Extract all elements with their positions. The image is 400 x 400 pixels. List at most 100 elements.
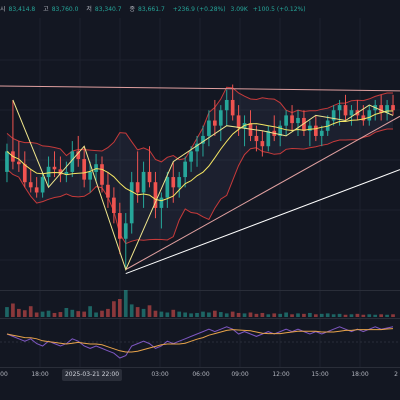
volume-bar: [308, 312, 312, 317]
bollinger-lower-line: [6, 128, 393, 245]
trendline-support: [125, 115, 400, 271]
candle-body: [183, 161, 187, 178]
info-open: 시 83,414.8: [0, 6, 36, 13]
trendline-lower: [125, 169, 400, 275]
ohlc-info-bar: 시 83,414.8 고 83,760.0 저 83,340.7 종 83,661.7 …: [0, 4, 309, 16]
candle-body: [76, 151, 81, 160]
volume-bar: [361, 314, 366, 317]
volume-bar: [58, 312, 63, 317]
volume-bar: [100, 310, 104, 317]
candle-body: [165, 177, 170, 198]
volume-bar: [76, 311, 81, 317]
candle-body: [5, 151, 9, 172]
volume-bar: [153, 310, 158, 317]
candle-body: [379, 105, 383, 113]
candle-body: [361, 115, 366, 121]
candle-body: [260, 141, 265, 147]
volume-bar: [201, 311, 205, 317]
volume-bar: [242, 313, 247, 317]
info-close: 종 83,661.7: [129, 6, 165, 13]
volume-bar: [207, 312, 211, 317]
volume-bar: [343, 314, 348, 317]
candle-body: [230, 99, 235, 116]
volume-bar: [319, 313, 324, 317]
candle-body: [171, 177, 176, 188]
candle-body: [88, 171, 92, 180]
time-tick: 18:00: [31, 371, 49, 378]
candle-body: [308, 125, 312, 131]
candle-body: [343, 105, 348, 116]
volume-bar: [284, 312, 288, 317]
candle-body: [117, 213, 122, 239]
candle-body: [70, 151, 75, 172]
volume-bar: [82, 311, 87, 317]
volume-bar: [302, 313, 306, 317]
volume-bar: [379, 314, 383, 317]
trendlines: [0, 85, 400, 275]
candle-body: [319, 130, 324, 136]
volume-bar: [40, 311, 45, 317]
candle-body: [147, 171, 152, 183]
candle-body: [201, 135, 205, 144]
candle-body: [385, 105, 389, 113]
candle-body: [254, 135, 259, 142]
volume-bar: [290, 314, 294, 317]
time-cursor-label: 2025-03-21 22:00: [61, 369, 123, 381]
candle-body: [34, 187, 39, 193]
candle-body: [367, 110, 372, 121]
volume-bar: [224, 313, 229, 317]
bollinger-band-fill: [7, 87, 393, 244]
volume-bar: [112, 301, 116, 317]
candle-body: [123, 223, 128, 239]
candle-body: [40, 177, 45, 193]
candle-body: [129, 182, 134, 224]
volume-bar: [52, 312, 57, 317]
volume-bar: [373, 314, 378, 317]
candle-body: [278, 125, 283, 136]
time-tick: 15:00: [311, 371, 329, 378]
volume-bar: [11, 303, 15, 317]
time-axis[interactable]: 00 18:00 2025-03-21 22:00 03:00 06:00 09…: [0, 367, 400, 385]
volume-bar: [385, 314, 389, 317]
candle-body: [94, 164, 98, 172]
info-extra: 3.09K: [230, 6, 248, 13]
candle-body: [195, 143, 199, 152]
candle-body: [236, 115, 241, 129]
candle-body: [290, 115, 294, 124]
candle-body: [266, 130, 271, 147]
volume-bar: [22, 310, 27, 317]
info-high: 고 83,760.0: [43, 6, 79, 13]
volume-bar: [367, 314, 372, 317]
volume-bar: [94, 312, 98, 317]
oscillator-signal-line: [6, 328, 394, 353]
candle-body: [224, 99, 229, 111]
volume-bar: [64, 308, 69, 317]
volume-bar: [165, 312, 170, 317]
candle-body: [159, 197, 164, 208]
moving-average-line: [6, 110, 393, 202]
volume-bar: [337, 313, 342, 317]
candle-body: [141, 171, 146, 193]
volume-bar: [147, 305, 152, 317]
volume-bar: [135, 307, 140, 317]
candle-body: [337, 105, 342, 111]
volume-bar: [391, 314, 395, 317]
volume-bar: [46, 310, 51, 317]
candle-body: [17, 161, 21, 165]
volume-bar: [88, 306, 92, 317]
trendline-upper: [0, 85, 400, 92]
info-change: +236.9 (+0.28%): [172, 6, 226, 13]
candle-body: [100, 164, 104, 185]
candle-body: [106, 184, 110, 198]
volume-bar: [355, 313, 360, 317]
info-low: 저 83,340.7: [86, 6, 122, 13]
time-tick: 00: [0, 371, 8, 378]
volume-bar: [106, 308, 110, 317]
volume-bar: [171, 309, 176, 317]
volume-bars: [5, 290, 395, 317]
volume-bar: [17, 308, 21, 317]
volume-bar: [195, 312, 199, 317]
volume-bar: [260, 312, 265, 317]
candle-body: [218, 110, 223, 126]
